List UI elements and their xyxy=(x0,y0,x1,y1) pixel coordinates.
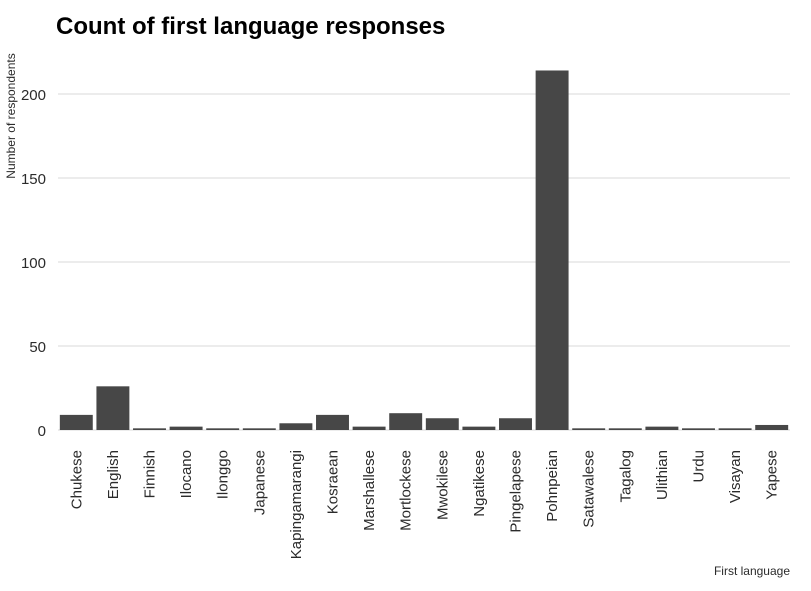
bar xyxy=(462,426,496,430)
bar xyxy=(59,414,93,430)
x-tick-label: Urdu xyxy=(691,450,708,483)
x-tick-label: Mwokilese xyxy=(434,450,451,520)
bar xyxy=(133,428,166,430)
x-axis-label: First language xyxy=(714,564,790,578)
y-axis-label: Number of respondents xyxy=(4,53,18,178)
bar xyxy=(682,428,715,430)
bar xyxy=(425,418,459,430)
bar xyxy=(96,386,130,430)
x-tick-label: Tagalog xyxy=(617,450,634,503)
bar xyxy=(316,414,349,430)
bar xyxy=(535,70,569,430)
x-tick-label: Kapingamarangi xyxy=(288,450,305,559)
x-tick-label: Visayan xyxy=(727,450,744,503)
bar xyxy=(389,413,423,430)
y-tick-label: 200 xyxy=(21,87,46,104)
x-tick-label: Ngatikese xyxy=(471,450,488,517)
x-tick-label: Marshallese xyxy=(361,450,378,531)
x-tick-labels: Chukese English Finnish Ilocano Ilonggo Japan… xyxy=(68,450,780,559)
y-tick-label: 100 xyxy=(21,255,46,272)
bar xyxy=(206,428,240,430)
y-tick-label: 50 xyxy=(29,339,46,356)
x-tick-label: Kosraean xyxy=(325,450,342,514)
y-tick-labels: 0 50 100 150 200 xyxy=(21,87,46,440)
x-tick-label: Satawalese xyxy=(581,450,598,528)
x-tick-label: Yapese xyxy=(764,450,781,500)
x-tick-label: Mortlockese xyxy=(398,450,415,531)
x-tick-label: Ilocano xyxy=(178,450,195,498)
bar xyxy=(279,423,313,430)
bar xyxy=(352,426,386,430)
x-tick-label: Ulithian xyxy=(654,450,671,500)
x-tick-label: Pohnpeian xyxy=(544,450,561,522)
chart-title: Count of first language responses xyxy=(56,13,445,40)
bar xyxy=(718,428,752,430)
bar xyxy=(645,426,679,430)
bar xyxy=(242,428,276,430)
gridlines xyxy=(58,93,790,431)
y-tick-label: 150 xyxy=(21,171,46,188)
bars xyxy=(59,70,789,430)
x-tick-label: Finnish xyxy=(142,450,159,498)
bar xyxy=(755,424,789,430)
x-tick-label: Pingelapese xyxy=(508,450,525,533)
x-tick-label: Japanese xyxy=(251,450,268,515)
x-tick-label: Chukese xyxy=(68,450,85,509)
bar xyxy=(169,426,203,430)
bar xyxy=(608,428,642,430)
x-tick-label: Ilonggo xyxy=(215,450,232,499)
bar xyxy=(499,418,532,430)
x-tick-label: English xyxy=(105,450,122,499)
bar xyxy=(572,428,606,430)
y-tick-label: 0 xyxy=(38,423,46,440)
